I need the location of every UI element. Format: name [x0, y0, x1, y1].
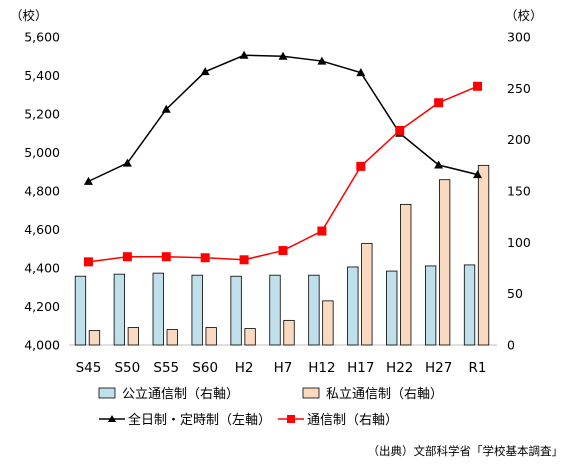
private-correspondence-bar [88, 330, 101, 346]
private-correspondence-bar [127, 327, 140, 346]
left-axis-unit: （校） [10, 8, 48, 23]
category-label: H17 [347, 360, 374, 376]
correspondence-total-marker [434, 98, 444, 108]
source-note: （出典）文部科学省「学校基本調査」 [368, 444, 564, 458]
legend: 公立通信制（右軸） 私立通信制（右軸） 全日制・定時制（左軸） 通信制（右軸） [98, 387, 443, 428]
public-correspondence-bar [463, 264, 476, 346]
public-correspondence-bar [191, 274, 203, 346]
correspondence-total-marker [200, 253, 210, 263]
private-correspondence-bar [400, 203, 412, 346]
category-label: H2 [235, 360, 254, 376]
fulltime-parttime-line [88, 54, 478, 183]
fulltime-parttime-marker [239, 50, 249, 59]
category-label: S45 [76, 360, 102, 376]
left-axis: 4,000 4,200 4,400 4,600 4,800 5,000 5,200 5,400… [24, 30, 60, 353]
correspondence-total-marker [161, 252, 171, 262]
right-tick-label: 300 [507, 30, 531, 45]
category-label: H12 [308, 360, 335, 376]
private-correspondence-bar [361, 242, 373, 346]
public-correspondence-bar [269, 274, 281, 346]
left-tick-label: 4,400 [24, 261, 60, 276]
legend-label-private: 私立通信制（右軸） [326, 387, 443, 402]
legend-label-public: 公立通信制（右軸） [122, 387, 239, 402]
category-label: H27 [425, 360, 452, 376]
private-correspondence-bar [477, 164, 490, 346]
category-label: S55 [153, 360, 179, 376]
fulltime-parttime-marker [473, 170, 483, 179]
legend-marker-fulltime [108, 415, 116, 422]
fulltime-parttime-marker [434, 160, 444, 169]
private-correspondence-bar [322, 300, 334, 346]
correspondence-total-marker [83, 257, 93, 267]
right-tick-label: 0 [507, 338, 515, 353]
right-tick-label: 250 [507, 81, 531, 96]
private-correspondence-bar [438, 179, 451, 346]
correspondence-total-marker [278, 246, 288, 256]
legend-swatch-public [98, 387, 116, 399]
left-tick-label: 5,400 [24, 68, 60, 83]
correspondence-total-marker [356, 161, 366, 171]
category-label: H22 [386, 360, 413, 376]
public-correspondence-bar [347, 266, 359, 346]
left-tick-label: 4,600 [24, 222, 60, 237]
category-label: S50 [114, 360, 140, 376]
private-correspondence-bar [205, 327, 217, 346]
fulltime-parttime-marker [200, 67, 210, 76]
x-axis: S45 S50 S55 S60 H2 H7 H12 H17 H22 H27 R1 [69, 344, 497, 376]
left-tick-label: 5,600 [24, 30, 60, 45]
correspondence-total-marker [122, 252, 132, 262]
line-series-group [83, 50, 483, 267]
correspondence-total-marker [239, 255, 249, 265]
right-axis-unit: （校） [505, 8, 543, 23]
fulltime-parttime-marker [317, 56, 327, 65]
legend-marker-correspondence [287, 415, 295, 423]
public-correspondence-bar [308, 274, 320, 346]
correspondence-total-marker [473, 81, 483, 91]
private-correspondence-bar [283, 319, 295, 346]
legend-swatch-private [302, 387, 320, 399]
legend-label-correspondence: 通信制（右軸） [307, 413, 398, 428]
category-label: R1 [469, 360, 487, 376]
right-tick-label: 200 [507, 132, 531, 147]
fulltime-parttime-marker [122, 158, 132, 167]
fulltime-parttime-marker [356, 68, 366, 77]
correspondence-total-marker [317, 226, 327, 236]
right-tick-label: 150 [507, 184, 531, 199]
left-tick-label: 5,200 [24, 107, 60, 122]
right-axis: 0 50 100 150 200 250 300 [507, 30, 531, 353]
correspondence-total-marker [395, 125, 405, 135]
bar-series-group [74, 164, 490, 346]
left-tick-label: 5,000 [24, 145, 60, 160]
category-label: S60 [192, 360, 218, 376]
correspondence-total-line [88, 85, 478, 263]
public-correspondence-bar [424, 265, 437, 346]
left-tick-label: 4,200 [24, 299, 60, 314]
public-correspondence-bar [152, 272, 164, 346]
public-correspondence-bar [74, 275, 87, 346]
fulltime-parttime-marker [83, 176, 93, 185]
public-correspondence-bar [113, 273, 126, 346]
right-tick-label: 100 [507, 235, 531, 250]
right-tick-label: 50 [507, 286, 523, 301]
left-tick-label: 4,000 [24, 338, 60, 353]
private-correspondence-bar [244, 328, 256, 346]
public-correspondence-bar [386, 270, 398, 346]
public-correspondence-bar [230, 275, 242, 346]
left-tick-label: 4,800 [24, 184, 60, 199]
category-label: H7 [274, 360, 293, 376]
fulltime-parttime-marker [161, 104, 171, 113]
private-correspondence-bar [166, 329, 178, 346]
fulltime-parttime-marker [278, 51, 288, 60]
legend-label-fulltime: 全日制・定時制（左軸） [128, 412, 271, 428]
